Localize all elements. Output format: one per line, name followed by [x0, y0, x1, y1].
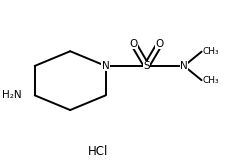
Text: S: S	[143, 61, 150, 71]
Text: HCl: HCl	[88, 145, 109, 158]
Text: O: O	[130, 39, 138, 49]
Text: CH₃: CH₃	[203, 47, 219, 56]
Text: H₂N: H₂N	[2, 90, 22, 100]
Text: CH₃: CH₃	[203, 76, 219, 85]
Text: N: N	[102, 61, 110, 71]
Text: O: O	[155, 39, 164, 49]
Text: N: N	[180, 61, 188, 71]
